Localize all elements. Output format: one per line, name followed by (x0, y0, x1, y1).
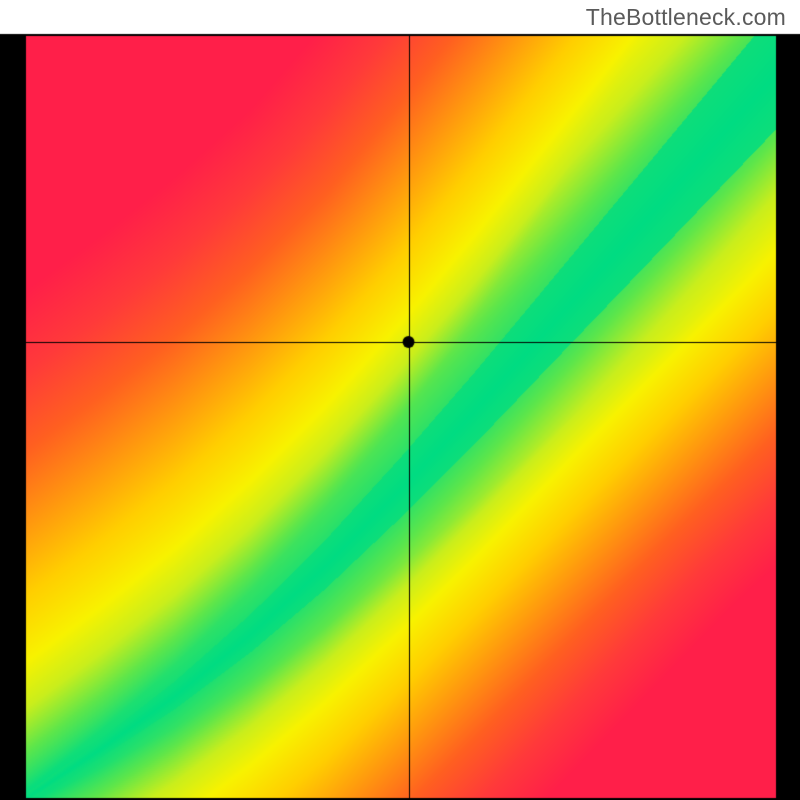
heatmap-canvas (0, 0, 800, 800)
watermark-text: TheBottleneck.com (586, 4, 786, 31)
chart-container: TheBottleneck.com (0, 0, 800, 800)
